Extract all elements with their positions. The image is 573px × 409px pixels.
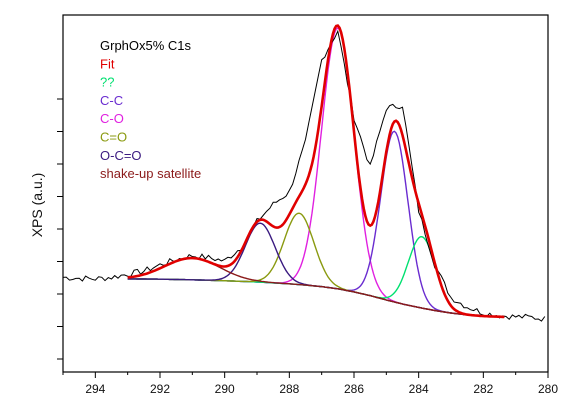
plot-frame xyxy=(62,14,549,373)
legend-item-grphox5-c1s: GrphOx5% C1s xyxy=(100,38,192,53)
background-line xyxy=(127,278,505,318)
x-tick-label: 280 xyxy=(538,382,558,396)
legend-item-c-c: C-C xyxy=(100,93,123,108)
series-layer xyxy=(62,24,546,322)
x-tick-label: 286 xyxy=(344,382,364,396)
peak-c-c xyxy=(127,130,505,318)
legend-item-fit: Fit xyxy=(100,56,115,71)
data-line-grphox5-c1s xyxy=(62,29,546,322)
legend-item--: ?? xyxy=(100,75,114,90)
legend: GrphOx5% C1s Fit?? C-C C-O C=O O-C=O shake-up … xyxy=(100,38,201,181)
legend-item-shake-up-satellite: shake-up satellite xyxy=(100,166,201,181)
x-tick-label: 292 xyxy=(150,382,170,396)
x-tick-label: 288 xyxy=(279,382,299,396)
x-tick-label: 294 xyxy=(85,382,105,396)
x-tick-label: 282 xyxy=(473,382,493,396)
fit-line xyxy=(127,24,505,319)
legend-item-o-c-o: O-C=O xyxy=(100,148,142,163)
peak-shake-up-satellite xyxy=(127,257,505,318)
legend-item-c-o: C-O xyxy=(100,111,124,126)
legend-item-c-o: C=O xyxy=(100,130,127,145)
x-tick-label: 284 xyxy=(409,382,429,396)
x-tick-label: 290 xyxy=(215,382,235,396)
axes-layer: 294 292 290 288 286 284 282 280 xyxy=(57,98,558,396)
y-axis-title: XPS (a.u.) xyxy=(29,173,45,238)
plot-border xyxy=(62,14,549,373)
